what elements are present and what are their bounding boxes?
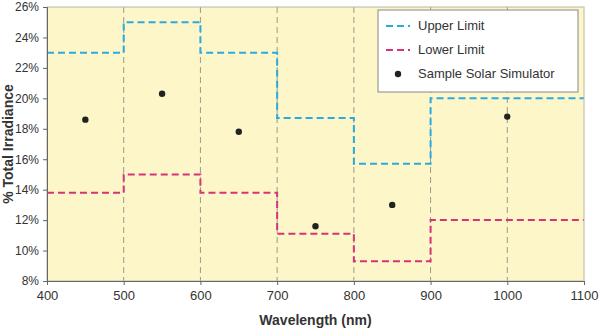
- series-line: [47, 174, 584, 261]
- legend-box: [378, 10, 578, 92]
- y-tick-mark: [43, 68, 47, 69]
- y-tick-label: 14%: [15, 183, 39, 197]
- y-axis-line: [43, 8, 48, 282]
- x-tick: 800: [344, 281, 366, 303]
- chart: 400 500 600 700 800 900 1000 1100 8% 10% 12% 14% 16%…: [0, 0, 600, 331]
- y-tick: 26%: [15, 0, 47, 14]
- y-tick-label: 26%: [15, 0, 39, 14]
- y-tick: 22%: [15, 61, 47, 75]
- y-tick-label: 12%: [15, 213, 39, 227]
- x-tick-mark: [584, 281, 585, 285]
- y-tick: 14%: [15, 183, 47, 197]
- x-tick-mark: [354, 281, 355, 285]
- x-tick-mark: [431, 281, 432, 285]
- y-tick: 12%: [15, 213, 47, 227]
- x-tick: 700: [267, 281, 289, 303]
- x-tick: 500: [113, 281, 135, 303]
- x-axis: 400 500 600 700 800 900 1000 1100: [37, 281, 599, 303]
- legend-marker: [386, 49, 410, 51]
- y-tick-label: 16%: [15, 153, 39, 167]
- legend-marker: [395, 71, 401, 77]
- x-tick-mark: [277, 281, 278, 285]
- y-tick-label: 10%: [15, 244, 39, 258]
- x-axis-title: Wavelength (nm): [259, 312, 371, 328]
- y-tick: 16%: [15, 153, 47, 167]
- y-tick: 24%: [15, 31, 47, 45]
- y-tick-mark: [43, 190, 47, 191]
- x-tick-label: 600: [190, 288, 212, 303]
- y-tick-label: 18%: [15, 122, 39, 136]
- x-tick-label: 1000: [493, 288, 522, 303]
- x-tick-label: 1100: [571, 288, 599, 303]
- y-tick-mark: [43, 251, 47, 252]
- y-tick-mark: [43, 37, 47, 38]
- y-tick-mark: [43, 7, 47, 8]
- point: [236, 129, 242, 135]
- y-tick-label: 20%: [15, 92, 39, 106]
- legend: Upper Limit Lower Limit Sample Solar Simul…: [378, 10, 578, 92]
- legend-label: Lower Limit: [418, 42, 485, 57]
- point: [159, 91, 165, 97]
- x-tick-mark: [124, 281, 125, 285]
- point: [389, 202, 395, 208]
- x-tick: 900: [420, 281, 442, 303]
- plot: 400 500 600 700 800 900 1000 1100 8% 10% 12% 14% 16%…: [15, 0, 599, 303]
- x-tick: 400: [37, 281, 59, 303]
- point: [504, 113, 510, 119]
- point: [82, 116, 88, 122]
- y-tick-mark: [43, 220, 47, 221]
- y-tick-mark: [43, 98, 47, 99]
- y-tick: 10%: [15, 244, 47, 258]
- x-tick: 1000: [493, 281, 522, 303]
- x-tick-mark: [200, 281, 201, 285]
- y-tick: 18%: [15, 122, 47, 136]
- point: [312, 223, 318, 229]
- grid: [124, 7, 508, 281]
- x-tick: 1100: [571, 281, 599, 303]
- grid-line: [277, 7, 278, 281]
- y-tick-mark: [43, 159, 47, 160]
- legend-label: Upper Limit: [418, 18, 485, 33]
- y-tick-mark: [43, 129, 47, 130]
- y-tick: 20%: [15, 92, 47, 106]
- x-tick-label: 500: [113, 288, 135, 303]
- y-tick-label: 24%: [15, 31, 39, 45]
- y-tick: 8%: [22, 274, 47, 288]
- y-tick-label: 8%: [22, 274, 40, 288]
- legend-label: Sample Solar Simulator: [418, 66, 555, 81]
- x-tick-label: 700: [267, 288, 289, 303]
- x-tick-label: 800: [344, 288, 366, 303]
- x-tick-label: 900: [420, 288, 442, 303]
- x-tick: 600: [190, 281, 212, 303]
- x-axis-line: [48, 282, 585, 286]
- legend-marker: [386, 25, 410, 27]
- plot-frame: [47, 7, 584, 281]
- y-axis-title: % Total Irradiance: [0, 84, 16, 204]
- x-tick-label: 400: [37, 288, 59, 303]
- y-tick-mark: [43, 281, 47, 282]
- x-tick-mark: [507, 281, 508, 285]
- plot-background: [47, 7, 584, 281]
- y-tick-label: 22%: [15, 61, 39, 75]
- y-axis: 8% 10% 12% 14% 16% 18% 20% 22% 24% 26%: [15, 0, 48, 288]
